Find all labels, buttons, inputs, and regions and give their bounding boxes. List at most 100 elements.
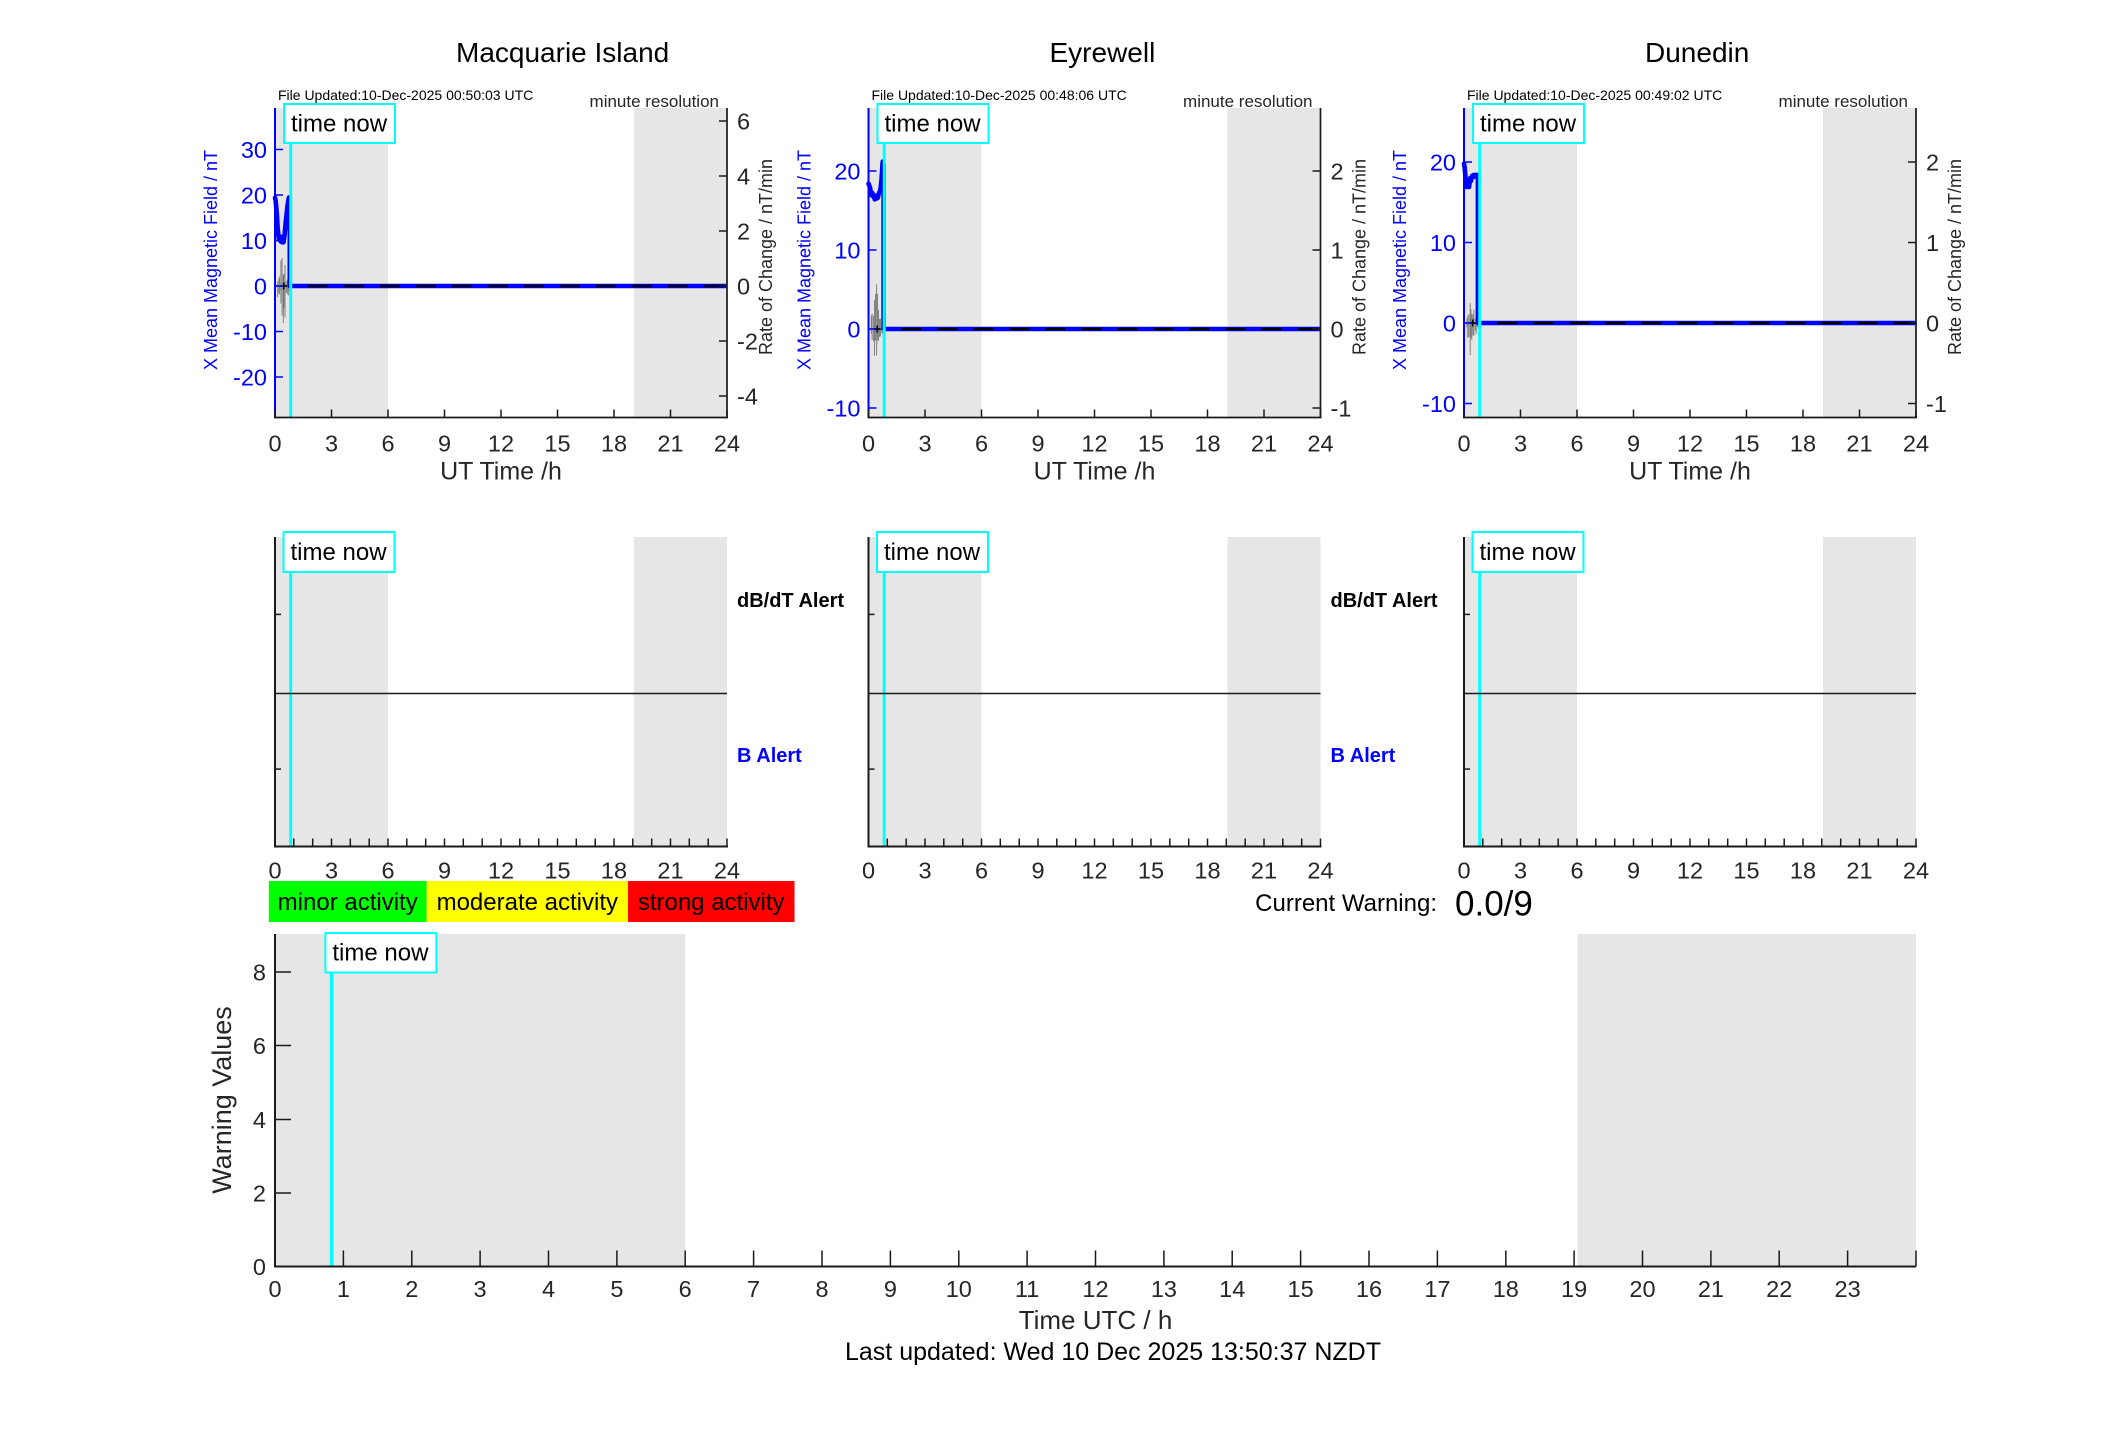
svg-text:3: 3 <box>1514 431 1527 457</box>
svg-text:UT Time /h: UT Time /h <box>440 458 562 486</box>
svg-text:1: 1 <box>337 1276 350 1302</box>
svg-text:0: 0 <box>1926 310 1939 336</box>
svg-text:23: 23 <box>1835 1276 1861 1302</box>
svg-text:Current Warning:: Current Warning: <box>1255 890 1437 917</box>
svg-text:moderate activity: moderate activity <box>437 889 618 916</box>
svg-text:minor activity: minor activity <box>278 889 418 916</box>
svg-text:10: 10 <box>834 237 860 263</box>
svg-text:12: 12 <box>488 431 514 457</box>
svg-text:21: 21 <box>1698 1276 1724 1302</box>
svg-text:-20: -20 <box>233 364 267 390</box>
svg-text:11: 11 <box>1015 1276 1039 1302</box>
svg-text:17: 17 <box>1424 1276 1450 1302</box>
svg-text:Rate of Change / nT/min: Rate of Change / nT/min <box>1350 159 1370 355</box>
svg-text:10: 10 <box>1430 230 1456 256</box>
svg-text:24: 24 <box>1903 431 1929 457</box>
svg-text:15: 15 <box>1288 1276 1314 1302</box>
svg-text:12: 12 <box>488 858 514 884</box>
svg-text:Rate of Change / nT/min: Rate of Change / nT/min <box>756 159 776 355</box>
svg-text:3: 3 <box>918 431 931 457</box>
svg-text:Last updated: Wed 10 Dec 2025: Last updated: Wed 10 Dec 2025 13:50:37 N… <box>845 1338 1381 1366</box>
svg-text:6: 6 <box>253 1033 266 1059</box>
svg-text:0: 0 <box>847 316 860 342</box>
svg-text:13: 13 <box>1151 1276 1177 1302</box>
svg-text:15: 15 <box>544 858 570 884</box>
svg-text:2: 2 <box>1926 149 1939 175</box>
svg-text:2: 2 <box>253 1180 266 1206</box>
svg-text:-4: -4 <box>737 383 758 409</box>
svg-text:12: 12 <box>1677 858 1703 884</box>
svg-text:dB/dT Alert: dB/dT Alert <box>1331 590 1438 612</box>
svg-text:X Mean Magnetic Field / nT: X Mean Magnetic Field / nT <box>201 150 221 370</box>
svg-text:3: 3 <box>918 858 931 884</box>
svg-text:12: 12 <box>1081 431 1107 457</box>
svg-text:0: 0 <box>1331 316 1344 342</box>
svg-text:minute resolution: minute resolution <box>590 92 719 111</box>
svg-text:1: 1 <box>1331 237 1344 263</box>
svg-text:time now: time now <box>1480 111 1577 138</box>
svg-text:6: 6 <box>975 858 988 884</box>
svg-text:4: 4 <box>542 1276 555 1302</box>
svg-text:6: 6 <box>975 431 988 457</box>
svg-text:24: 24 <box>1307 858 1333 884</box>
svg-text:Rate of Change / nT/min: Rate of Change / nT/min <box>1945 159 1965 355</box>
svg-text:6: 6 <box>1570 431 1583 457</box>
svg-text:20: 20 <box>241 182 267 208</box>
svg-text:time now: time now <box>885 111 982 138</box>
svg-text:12: 12 <box>1082 1276 1108 1302</box>
svg-text:Time UTC / h: Time UTC / h <box>1019 1305 1173 1335</box>
svg-text:0.0/9: 0.0/9 <box>1455 885 1533 924</box>
svg-text:-1: -1 <box>1331 395 1352 421</box>
svg-text:strong activity: strong activity <box>638 889 785 916</box>
svg-text:18: 18 <box>601 858 627 884</box>
svg-text:2: 2 <box>737 218 750 244</box>
svg-text:21: 21 <box>657 431 683 457</box>
svg-text:X Mean Magnetic Field / nT: X Mean Magnetic Field / nT <box>1390 150 1410 370</box>
svg-text:0: 0 <box>1457 431 1470 457</box>
svg-text:UT Time /h: UT Time /h <box>1629 458 1751 486</box>
svg-text:-1: -1 <box>1926 391 1947 417</box>
svg-text:20: 20 <box>834 158 860 184</box>
svg-text:time now: time now <box>884 539 981 566</box>
svg-text:15: 15 <box>1733 858 1759 884</box>
svg-text:3: 3 <box>325 858 338 884</box>
svg-text:Eyrewell: Eyrewell <box>1050 37 1156 68</box>
svg-text:UT Time /h: UT Time /h <box>1034 458 1156 486</box>
svg-text:6: 6 <box>737 108 750 134</box>
svg-text:6: 6 <box>1570 858 1583 884</box>
svg-text:18: 18 <box>1194 858 1220 884</box>
svg-text:File Updated:10-Dec-2025 00:50: File Updated:10-Dec-2025 00:50:03 UTC <box>278 87 533 103</box>
svg-text:time now: time now <box>1480 539 1577 566</box>
svg-text:15: 15 <box>1138 431 1164 457</box>
svg-text:24: 24 <box>1903 858 1929 884</box>
svg-text:24: 24 <box>714 431 740 457</box>
svg-text:time now: time now <box>291 111 388 138</box>
svg-text:18: 18 <box>1493 1276 1519 1302</box>
svg-text:4: 4 <box>737 163 750 189</box>
svg-text:7: 7 <box>747 1276 760 1302</box>
svg-text:30: 30 <box>241 137 267 163</box>
svg-text:3: 3 <box>474 1276 487 1302</box>
svg-text:3: 3 <box>1514 858 1527 884</box>
svg-text:0: 0 <box>254 273 267 299</box>
svg-text:10: 10 <box>946 1276 972 1302</box>
svg-text:0: 0 <box>862 858 875 884</box>
svg-text:X Mean Magnetic Field / nT: X Mean Magnetic Field / nT <box>795 150 815 370</box>
svg-text:3: 3 <box>325 431 338 457</box>
svg-text:18: 18 <box>1194 431 1220 457</box>
svg-text:0: 0 <box>253 1254 266 1280</box>
svg-text:time now: time now <box>291 539 388 566</box>
svg-text:21: 21 <box>1846 858 1872 884</box>
svg-text:0: 0 <box>1443 310 1456 336</box>
svg-text:File Updated:10-Dec-2025 00:48: File Updated:10-Dec-2025 00:48:06 UTC <box>872 87 1127 103</box>
svg-text:0: 0 <box>268 858 281 884</box>
svg-text:0: 0 <box>1457 858 1470 884</box>
svg-text:B Alert: B Alert <box>1331 745 1396 767</box>
svg-text:14: 14 <box>1219 1276 1245 1302</box>
svg-text:18: 18 <box>1790 858 1816 884</box>
svg-text:15: 15 <box>1733 431 1759 457</box>
svg-text:Macquarie Island: Macquarie Island <box>456 37 669 68</box>
svg-text:-10: -10 <box>827 395 861 421</box>
svg-text:9: 9 <box>1031 431 1044 457</box>
svg-text:18: 18 <box>1790 431 1816 457</box>
